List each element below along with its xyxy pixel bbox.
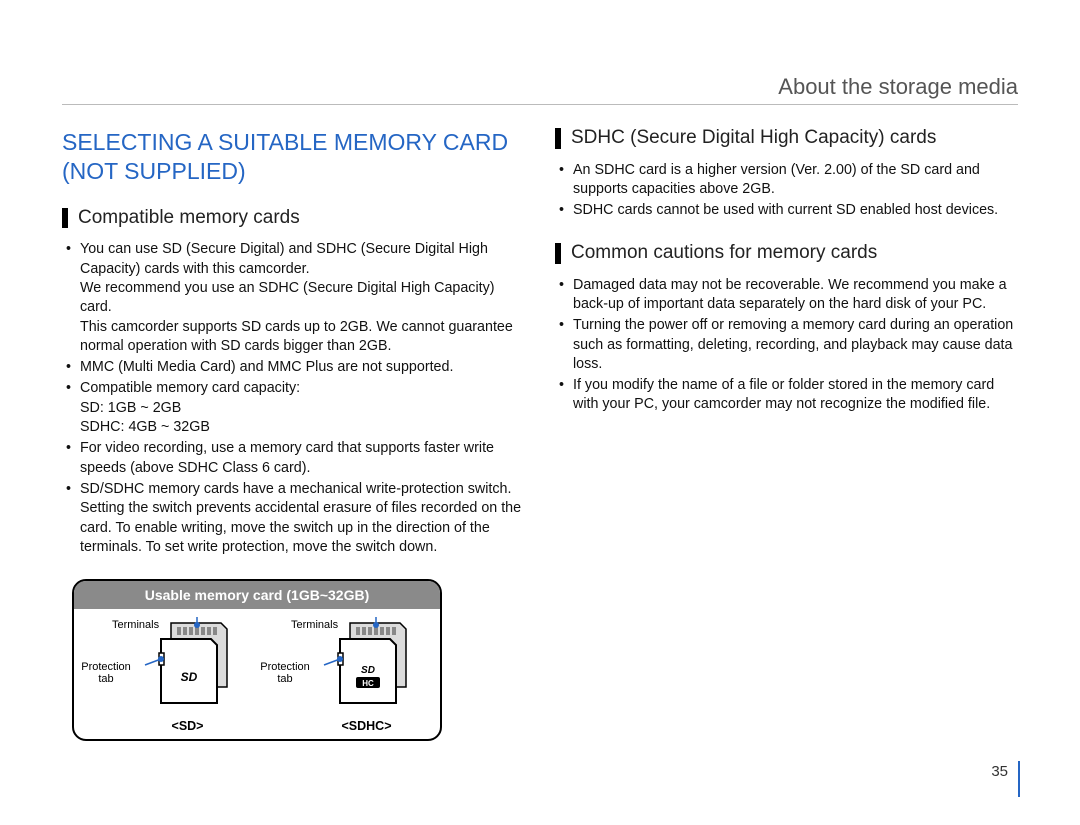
bullet-item: An SDHC card is a higher version (Ver. 2… bbox=[573, 161, 1018, 200]
sdhc-label: <SDHC> bbox=[297, 719, 436, 733]
content-columns: SELECTING A SUITABLE MEMORY CARD (NOT SU… bbox=[62, 70, 1018, 741]
protection-tab-label: Protection tab bbox=[257, 661, 313, 685]
svg-text:HC: HC bbox=[362, 679, 374, 688]
sd-card-cell: Terminals Protection tab SD bbox=[78, 617, 257, 733]
compatible-cards-heading: Compatible memory cards bbox=[62, 208, 525, 229]
sd-card-icon: SD bbox=[122, 617, 257, 717]
bullet-item: Turning the power off or removing a memo… bbox=[573, 316, 1018, 374]
diagram-header: Usable memory card (1GB~32GB) bbox=[74, 581, 440, 609]
cautions-bullets: Damaged data may not be recoverable. We … bbox=[555, 276, 1018, 415]
terminals-label: Terminals bbox=[291, 619, 338, 631]
compatible-cards-bullets: You can use SD (Secure Digital) and SDHC… bbox=[62, 240, 525, 557]
page-header-title: About the storage media bbox=[778, 74, 1018, 100]
compatible-cards-section: Compatible memory cards You can use SD (… bbox=[62, 208, 525, 558]
svg-text:SD: SD bbox=[180, 670, 197, 684]
diagram-body: Terminals Protection tab SD bbox=[74, 609, 440, 739]
bullet-item: SDHC cards cannot be used with current S… bbox=[573, 201, 1018, 220]
svg-text:SD: SD bbox=[361, 665, 375, 676]
sd-label: <SD> bbox=[118, 719, 257, 733]
main-heading-line2: (NOT SUPPLIED) bbox=[62, 158, 246, 184]
header-rule bbox=[62, 104, 1018, 105]
main-heading: SELECTING A SUITABLE MEMORY CARD (NOT SU… bbox=[62, 128, 525, 186]
sdhc-section: SDHC (Secure Digital High Capacity) card… bbox=[555, 128, 1018, 221]
bullet-item: You can use SD (Secure Digital) and SDHC… bbox=[80, 240, 525, 356]
bullet-item: If you modify the name of a file or fold… bbox=[573, 376, 1018, 415]
main-heading-line1: SELECTING A SUITABLE MEMORY CARD bbox=[62, 129, 508, 155]
bullet-item: Compatible memory card capacity: SD: 1GB… bbox=[80, 379, 525, 437]
sdhc-heading: SDHC (Secure Digital High Capacity) card… bbox=[555, 128, 1018, 149]
right-column: SDHC (Secure Digital High Capacity) card… bbox=[555, 128, 1018, 741]
bullet-item: Damaged data may not be recoverable. We … bbox=[573, 276, 1018, 315]
cautions-section: Common cautions for memory cards Damaged… bbox=[555, 243, 1018, 415]
protection-tab-label: Protection tab bbox=[78, 661, 134, 685]
page-number: 35 bbox=[991, 763, 1008, 780]
terminals-label: Terminals bbox=[112, 619, 159, 631]
bullet-item: SD/SDHC memory cards have a mechanical w… bbox=[80, 480, 525, 557]
bullet-item: For video recording, use a memory card t… bbox=[80, 439, 525, 478]
memory-card-diagram: Usable memory card (1GB~32GB) Terminals … bbox=[72, 579, 442, 741]
sdhc-card-cell: Terminals Protection tab SD bbox=[257, 617, 436, 733]
page-side-accent bbox=[1018, 761, 1020, 797]
cautions-heading: Common cautions for memory cards bbox=[555, 243, 1018, 264]
sdhc-card-icon: SD HC bbox=[301, 617, 436, 717]
left-column: SELECTING A SUITABLE MEMORY CARD (NOT SU… bbox=[62, 128, 525, 741]
sdhc-bullets: An SDHC card is a higher version (Ver. 2… bbox=[555, 161, 1018, 221]
bullet-item: MMC (Multi Media Card) and MMC Plus are … bbox=[80, 358, 525, 377]
